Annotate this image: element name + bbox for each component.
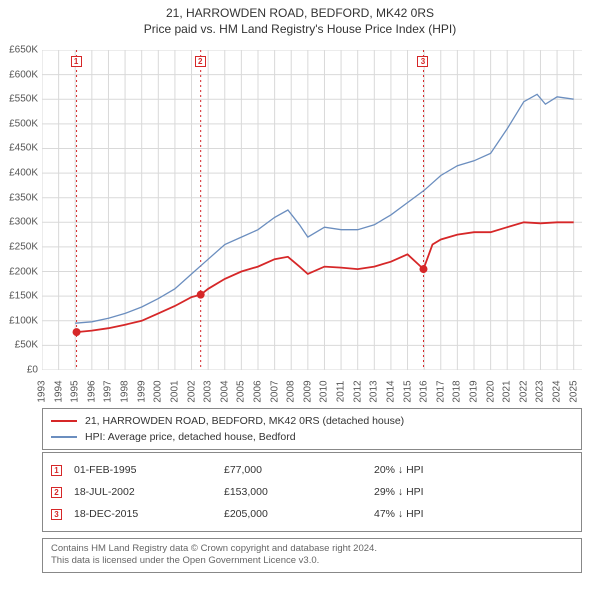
x-tick-label: 2007 <box>269 380 280 402</box>
y-tick-label: £600K <box>9 69 38 80</box>
x-tick-label: 2020 <box>485 380 496 402</box>
sale-row: 1 01-FEB-1995 £77,000 20% ↓ HPI <box>51 459 573 481</box>
x-tick-label: 2003 <box>203 380 214 402</box>
x-tick-label: 2013 <box>369 380 380 402</box>
x-tick-label: 2008 <box>286 380 297 402</box>
x-tick-label: 2015 <box>402 380 413 402</box>
x-tick-label: 2000 <box>153 380 164 402</box>
y-tick-label: £150K <box>9 291 38 302</box>
y-tick-label: £250K <box>9 241 38 252</box>
x-tick-label: 2011 <box>336 381 347 403</box>
x-tick-label: 1997 <box>103 380 114 402</box>
x-tick-label: 2002 <box>186 380 197 402</box>
sale-row: 3 18-DEC-2015 £205,000 47% ↓ HPI <box>51 503 573 525</box>
sale-marker-icon: 2 <box>51 487 62 498</box>
event-marker-label: 3 <box>417 56 428 67</box>
legend-row-price-paid: 21, HARROWDEN ROAD, BEDFORD, MK42 0RS (d… <box>51 413 573 429</box>
footer-line1: Contains HM Land Registry data © Crown c… <box>51 543 573 555</box>
x-tick-label: 2010 <box>319 380 330 402</box>
sales-table: 1 01-FEB-1995 £77,000 20% ↓ HPI 2 18-JUL… <box>42 452 582 532</box>
chart-subtitle: Price paid vs. HM Land Registry's House … <box>0 22 600 38</box>
chart-container: 21, HARROWDEN ROAD, BEDFORD, MK42 0RS Pr… <box>0 0 600 590</box>
x-tick-label: 2005 <box>236 380 247 402</box>
x-tick-label: 2009 <box>302 380 313 402</box>
y-tick-label: £0 <box>27 365 38 376</box>
x-tick-label: 2017 <box>435 380 446 402</box>
sale-delta: 47% ↓ HPI <box>374 508 514 520</box>
x-tick-label: 1996 <box>86 380 97 402</box>
x-tick-label: 2001 <box>169 380 180 402</box>
sale-price: £77,000 <box>224 464 374 476</box>
x-tick-label: 2024 <box>552 380 563 402</box>
chart-svg <box>42 50 582 370</box>
y-tick-label: £350K <box>9 192 38 203</box>
y-tick-label: £450K <box>9 143 38 154</box>
y-tick-label: £400K <box>9 168 38 179</box>
sale-date: 01-FEB-1995 <box>74 464 224 476</box>
x-tick-label: 2012 <box>352 380 363 402</box>
legend-label-hpi: HPI: Average price, detached house, Bedf… <box>85 431 296 443</box>
x-tick-label: 2025 <box>568 380 579 402</box>
legend-label-price-paid: 21, HARROWDEN ROAD, BEDFORD, MK42 0RS (d… <box>85 415 404 427</box>
sale-price: £153,000 <box>224 486 374 498</box>
y-tick-label: £550K <box>9 94 38 105</box>
x-tick-label: 2021 <box>502 380 513 402</box>
x-tick-label: 2022 <box>518 380 529 402</box>
x-tick-label: 2006 <box>253 380 264 402</box>
x-tick-label: 1995 <box>70 380 81 402</box>
footer-line2: This data is licensed under the Open Gov… <box>51 555 573 567</box>
legend-row-hpi: HPI: Average price, detached house, Bedf… <box>51 429 573 445</box>
y-tick-label: £500K <box>9 118 38 129</box>
x-tick-label: 2018 <box>452 380 463 402</box>
x-tick-label: 2004 <box>219 380 230 402</box>
footer-attribution: Contains HM Land Registry data © Crown c… <box>42 538 582 573</box>
x-tick-label: 2014 <box>385 380 396 402</box>
event-marker-label: 1 <box>71 56 82 67</box>
y-tick-label: £100K <box>9 315 38 326</box>
x-tick-label: 2023 <box>535 380 546 402</box>
y-tick-label: £50K <box>15 340 38 351</box>
legend-box: 21, HARROWDEN ROAD, BEDFORD, MK42 0RS (d… <box>42 408 582 450</box>
chart-title: 21, HARROWDEN ROAD, BEDFORD, MK42 0RS <box>0 0 600 22</box>
legend-swatch-price-paid <box>51 420 77 422</box>
sale-delta: 29% ↓ HPI <box>374 486 514 498</box>
sale-date: 18-DEC-2015 <box>74 508 224 520</box>
sale-price: £205,000 <box>224 508 374 520</box>
sale-date: 18-JUL-2002 <box>74 486 224 498</box>
y-tick-label: £200K <box>9 266 38 277</box>
x-tick-label: 1994 <box>53 380 64 402</box>
x-tick-label: 1998 <box>120 380 131 402</box>
x-tick-label: 2016 <box>419 380 430 402</box>
x-tick-label: 1993 <box>37 380 48 402</box>
y-tick-label: £300K <box>9 217 38 228</box>
x-tick-label: 2019 <box>469 380 480 402</box>
sale-delta: 20% ↓ HPI <box>374 464 514 476</box>
sale-marker-icon: 1 <box>51 465 62 476</box>
event-marker-label: 2 <box>195 56 206 67</box>
sale-marker-icon: 3 <box>51 509 62 520</box>
sale-row: 2 18-JUL-2002 £153,000 29% ↓ HPI <box>51 481 573 503</box>
y-tick-label: £650K <box>9 45 38 56</box>
chart-plot-area <box>42 50 582 370</box>
legend-swatch-hpi <box>51 436 77 438</box>
x-tick-label: 1999 <box>136 380 147 402</box>
